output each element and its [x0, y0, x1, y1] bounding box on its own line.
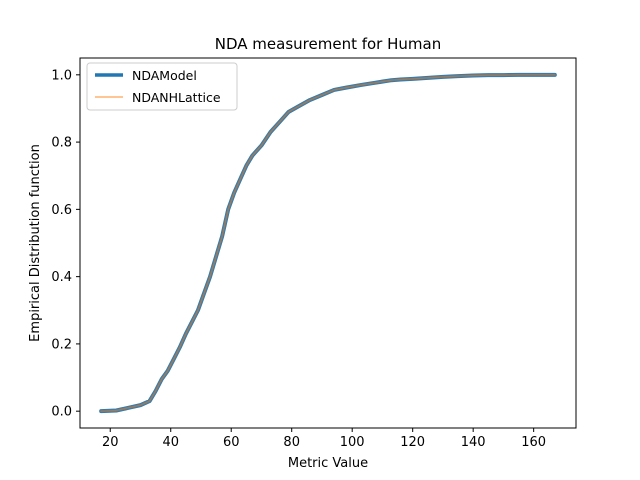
x-tick-label: 80 [283, 435, 300, 450]
y-tick-label: 0.4 [51, 270, 72, 285]
legend-label-ndanhlattice: NDANHLattice [132, 90, 221, 105]
plot-area [80, 58, 576, 428]
axes-frame [79, 57, 577, 429]
y-axis-label: Empirical Distribution function [28, 144, 43, 342]
y-tick-label: 0.6 [51, 203, 72, 218]
x-tick-label: 120 [400, 435, 425, 450]
chart-title: NDA measurement for Human [215, 35, 441, 53]
series-layer [99, 72, 557, 414]
y-tick-label: 0.8 [51, 136, 72, 151]
x-tick-label: 100 [340, 435, 365, 450]
y-tick-label: 0.2 [51, 337, 72, 352]
legend-box [86, 62, 238, 111]
x-axis-ticks: 20 40 60 80 100 120 140 160 [102, 428, 546, 450]
x-axis-label: Metric Value [288, 456, 368, 471]
series-line-overlay-gray [99, 73, 557, 413]
y-tick-label: 0.0 [51, 405, 72, 420]
x-tick-label: 140 [461, 435, 486, 450]
x-tick-label: 160 [521, 435, 546, 450]
y-axis-ticks: 0.0 0.2 0.4 0.6 0.8 1.0 [51, 68, 80, 420]
y-tick-label: 1.0 [51, 68, 72, 83]
x-tick-label: 40 [162, 435, 179, 450]
legend: NDAModel NDANHLattice [86, 62, 238, 111]
x-tick-label: 60 [223, 435, 240, 450]
x-tick-label: 20 [102, 435, 119, 450]
legend-label-ndamodel: NDAModel [132, 68, 197, 83]
series-line-ndanhlattice [100, 74, 556, 412]
